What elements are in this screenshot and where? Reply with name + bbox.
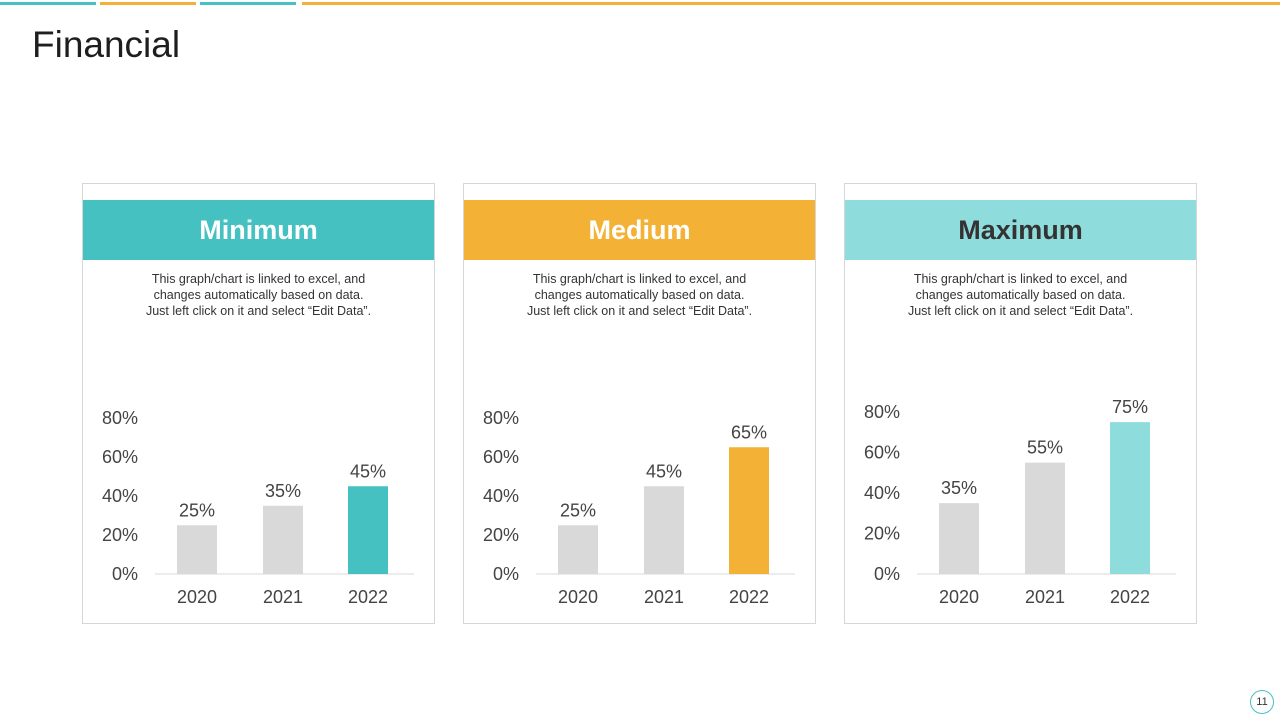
card-header-maximum: Maximum	[845, 200, 1196, 260]
bar-2021	[644, 486, 684, 574]
y-tick-label: 60%	[483, 447, 519, 467]
y-tick-label: 40%	[483, 486, 519, 506]
bar-2022	[1110, 422, 1150, 574]
bar-chart-medium: 0% 20% 40% 60% 80% 25% 2020 45% 2021 65% 2022	[483, 408, 795, 607]
bar-2022	[348, 486, 388, 574]
y-tick-label: 20%	[102, 525, 138, 545]
data-label: 45%	[646, 461, 682, 481]
y-tick-label: 20%	[864, 524, 900, 544]
x-tick-label: 2021	[263, 587, 303, 607]
y-tick-label: 60%	[102, 447, 138, 467]
x-tick-label: 2020	[177, 587, 217, 607]
card-header-medium: Medium	[464, 200, 815, 260]
bar-2020	[177, 525, 217, 574]
card-maximum: Maximum This graph/chart is linked to ex…	[844, 183, 1197, 624]
y-tick-label: 80%	[864, 402, 900, 422]
x-tick-label: 2020	[939, 587, 979, 607]
data-label: 25%	[179, 500, 215, 520]
card-heading: Maximum	[958, 214, 1083, 245]
page-number-badge: 11	[1250, 690, 1274, 714]
data-label: 75%	[1112, 397, 1148, 417]
bar-2020	[558, 525, 598, 574]
y-tick-label: 80%	[102, 408, 138, 428]
y-tick-label: 20%	[483, 525, 519, 545]
bar-chart-minimum: 0% 20% 40% 60% 80% 25% 2020 35% 2021 45% 2022	[102, 408, 414, 607]
data-label: 65%	[731, 422, 767, 442]
x-tick-label: 2020	[558, 587, 598, 607]
bar-2021	[1025, 462, 1065, 574]
y-tick-label: 60%	[864, 443, 900, 463]
card-medium: Medium This graph/chart is linked to exc…	[463, 183, 816, 624]
x-tick-label: 2021	[1025, 587, 1065, 607]
data-label: 55%	[1027, 438, 1063, 458]
x-tick-label: 2022	[348, 587, 388, 607]
data-label: 35%	[265, 481, 301, 501]
card-description: This graph/chart is linked to excel, and…	[907, 272, 1134, 318]
y-tick-label: 0%	[874, 564, 900, 584]
bar-2022	[729, 447, 769, 574]
data-label: 45%	[350, 461, 386, 481]
y-tick-label: 0%	[493, 564, 519, 584]
y-tick-label: 0%	[112, 564, 138, 584]
accent-bar-4	[302, 2, 1280, 5]
bar-2021	[263, 505, 303, 574]
accent-bar-2	[100, 2, 196, 5]
data-label: 35%	[941, 478, 977, 498]
accent-bar-1	[0, 2, 96, 5]
accent-bar-3	[200, 2, 296, 5]
card-description: This graph/chart is linked to excel, and…	[145, 272, 372, 318]
card-heading: Minimum	[199, 214, 318, 245]
card-header-minimum: Minimum	[83, 200, 434, 260]
x-tick-label: 2022	[729, 587, 769, 607]
x-tick-label: 2022	[1110, 587, 1150, 607]
card-description: This graph/chart is linked to excel, and…	[526, 272, 753, 318]
y-tick-label: 40%	[864, 483, 900, 503]
bar-chart-maximum: 0% 20% 40% 60% 80% 35% 2020 55% 2021 75% 2022	[864, 397, 1176, 607]
card-minimum: Minimum This graph/chart is linked to ex…	[82, 183, 435, 624]
y-tick-label: 80%	[483, 408, 519, 428]
y-tick-label: 40%	[102, 486, 138, 506]
card-heading: Medium	[588, 214, 691, 245]
x-tick-label: 2021	[644, 587, 684, 607]
bar-2020	[939, 503, 979, 574]
data-label: 25%	[560, 500, 596, 520]
slide-title: Financial	[32, 24, 181, 65]
